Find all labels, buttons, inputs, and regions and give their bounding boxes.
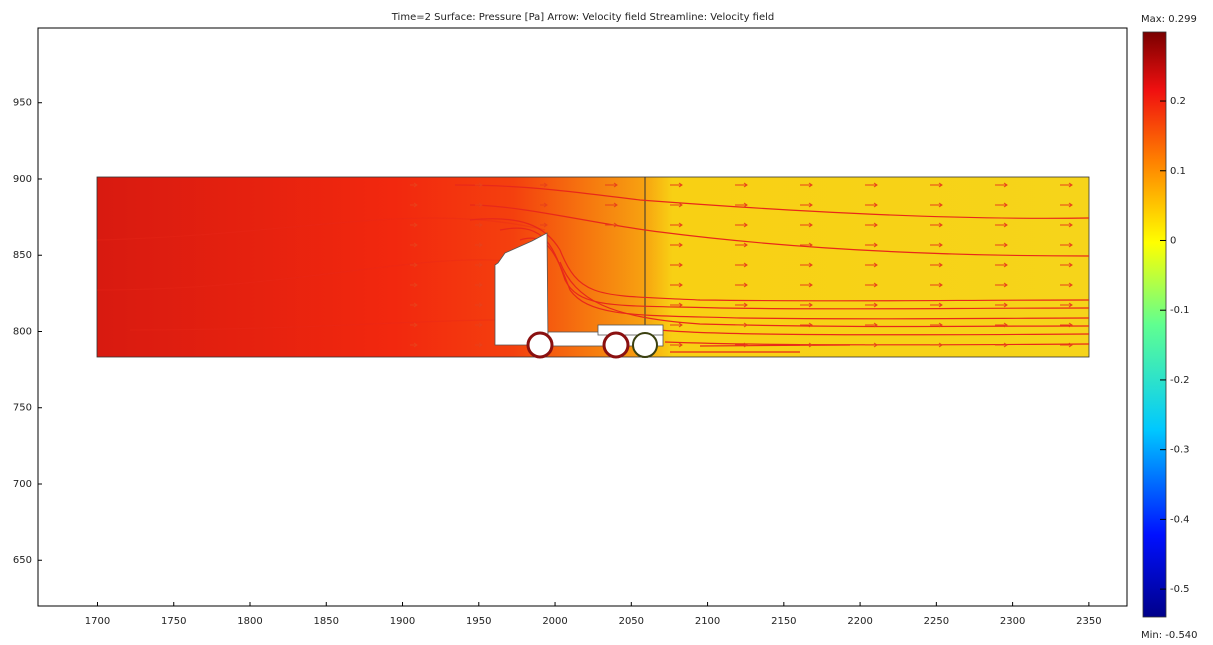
y-tick-label: 900 <box>13 174 32 185</box>
chart: Time=2 Surface: Pressure [Pa] Arrow: Vel… <box>0 0 1213 645</box>
chart-title: Time=2 Surface: Pressure [Pa] Arrow: Vel… <box>391 12 775 23</box>
x-tick-label: 1850 <box>314 616 339 627</box>
x-tick-label: 1800 <box>237 616 262 627</box>
colorbar-tick-label: -0.2 <box>1170 375 1190 386</box>
x-tick-label: 2250 <box>924 616 949 627</box>
colorbar-tick-label: -0.5 <box>1170 584 1190 595</box>
x-tick-label: 2050 <box>619 616 644 627</box>
y-tick-label: 650 <box>13 555 32 566</box>
x-tick-label: 2200 <box>847 616 872 627</box>
colorbar-tick-label: -0.1 <box>1170 305 1190 316</box>
colorbar-tick-label: 0 <box>1170 235 1176 246</box>
colorbar-tick-label: 0.2 <box>1170 96 1186 107</box>
colorbar <box>1143 32 1166 617</box>
y-tick-label: 700 <box>13 479 32 490</box>
x-tick-label: 2300 <box>1000 616 1025 627</box>
colorbar-tick-label: 0.1 <box>1170 166 1186 177</box>
x-tick-label: 2150 <box>771 616 796 627</box>
colorbar-tick-label: -0.4 <box>1170 514 1190 525</box>
y-tick-label: 850 <box>13 250 32 261</box>
y-tick-label: 800 <box>13 326 32 337</box>
colorbar-max: Max: 0.299 <box>1141 14 1197 25</box>
x-tick-label: 1950 <box>466 616 491 627</box>
x-tick-label: 1750 <box>161 616 186 627</box>
x-tick-label: 2350 <box>1076 616 1101 627</box>
y-tick-label: 950 <box>13 98 32 109</box>
x-tick-label: 1700 <box>85 616 110 627</box>
x-tick-label: 1900 <box>390 616 415 627</box>
x-tick-label: 2000 <box>542 616 567 627</box>
colorbar-min: Min: -0.540 <box>1141 630 1198 641</box>
colorbar-tick-label: -0.3 <box>1170 445 1190 456</box>
x-tick-label: 2100 <box>695 616 720 627</box>
y-tick-label: 750 <box>13 403 32 414</box>
